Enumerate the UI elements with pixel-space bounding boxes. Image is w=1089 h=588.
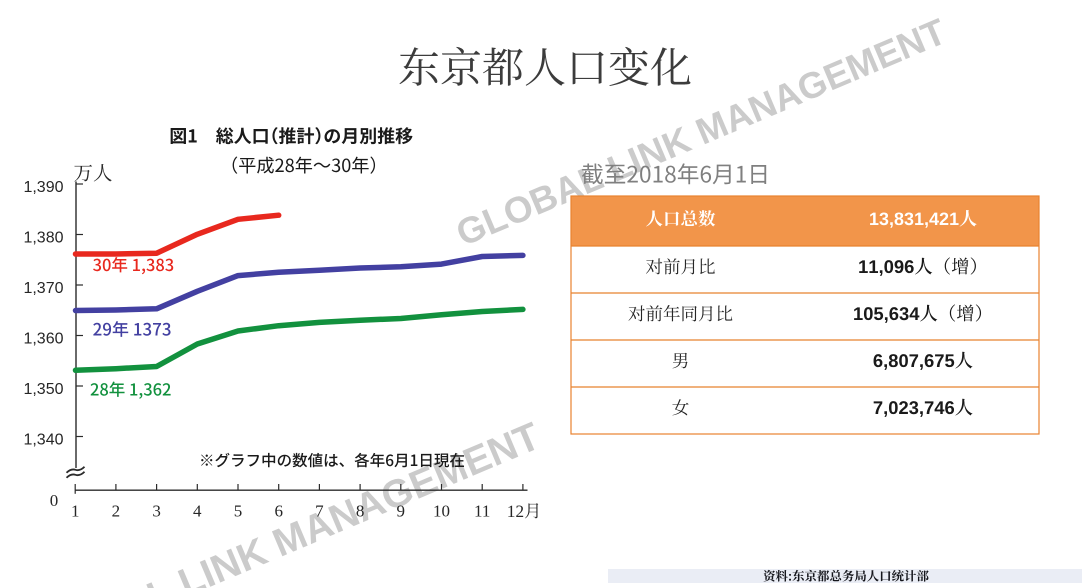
svg-text:6: 6 <box>274 502 283 521</box>
svg-text:1: 1 <box>71 502 80 521</box>
svg-text:4: 4 <box>193 502 202 521</box>
svg-text:1,360: 1,360 <box>23 331 63 348</box>
svg-text:10: 10 <box>433 502 450 521</box>
svg-text:2: 2 <box>112 502 121 521</box>
svg-text:9: 9 <box>397 502 406 521</box>
svg-text:0: 0 <box>50 491 59 510</box>
svg-text:8: 8 <box>356 502 365 521</box>
svg-text:1,340: 1,340 <box>23 432 63 449</box>
svg-text:1,380: 1,380 <box>23 230 63 247</box>
svg-text:5: 5 <box>234 502 243 521</box>
svg-text:7: 7 <box>315 502 324 521</box>
svg-text:1,370: 1,370 <box>23 280 63 297</box>
svg-text:11: 11 <box>474 502 490 521</box>
svg-text:1,350: 1,350 <box>23 381 63 398</box>
svg-text:3: 3 <box>152 502 161 521</box>
svg-text:1,390: 1,390 <box>23 179 63 196</box>
